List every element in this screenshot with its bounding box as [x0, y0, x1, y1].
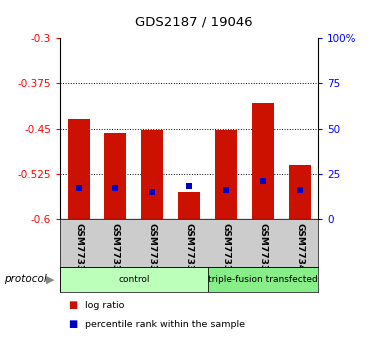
- Bar: [178, 192, 200, 219]
- Bar: [141, 130, 163, 219]
- Text: GSM77337: GSM77337: [185, 223, 194, 277]
- Text: GSM77335: GSM77335: [111, 223, 120, 277]
- Text: ▶: ▶: [46, 275, 55, 284]
- Text: GSM77339: GSM77339: [258, 223, 267, 277]
- Bar: [215, 130, 237, 219]
- Text: ■: ■: [68, 319, 77, 329]
- Bar: [252, 103, 274, 219]
- Text: GSM77334: GSM77334: [74, 223, 83, 277]
- Bar: [208, 267, 318, 292]
- Text: GSM77340: GSM77340: [295, 223, 304, 277]
- Bar: [60, 267, 208, 292]
- Bar: [104, 134, 126, 219]
- Text: GSM77336: GSM77336: [148, 223, 157, 277]
- Text: GSM77338: GSM77338: [222, 223, 230, 277]
- Text: percentile rank within the sample: percentile rank within the sample: [85, 320, 245, 329]
- Text: GDS2187 / 19046: GDS2187 / 19046: [135, 16, 253, 29]
- Bar: [68, 119, 90, 219]
- Text: ■: ■: [68, 300, 77, 310]
- Text: control: control: [118, 275, 150, 284]
- Text: log ratio: log ratio: [85, 301, 125, 310]
- Bar: [289, 165, 311, 219]
- Text: triple-fusion transfected: triple-fusion transfected: [208, 275, 318, 284]
- Text: protocol: protocol: [4, 275, 47, 284]
